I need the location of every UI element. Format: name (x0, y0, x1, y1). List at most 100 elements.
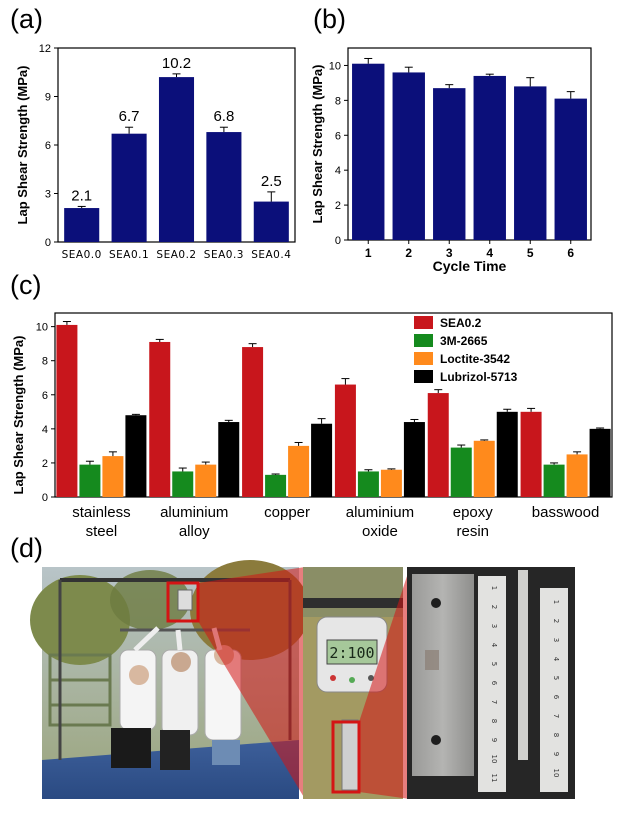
bar (242, 347, 264, 497)
x-tick-label: SEA0.2 (156, 249, 196, 261)
x-tick-label: SEA0.4 (251, 249, 291, 261)
zoom-connector (198, 567, 305, 799)
y-tick-label: 8 (335, 95, 341, 107)
x-tick-label: 4 (486, 246, 493, 260)
legend-label: 3M-2665 (440, 334, 488, 348)
x-tick-label: alloy (179, 523, 210, 540)
bar (158, 77, 195, 242)
x-tick-label: aluminium (160, 504, 228, 521)
lap-shear-sample-plate (412, 574, 474, 776)
ruler-number: 1 (490, 586, 498, 590)
bar (473, 75, 506, 240)
x-tick-label: SEA0.1 (109, 249, 149, 261)
x-tick-label: 2 (405, 246, 412, 260)
x-tick-label: SEA0.0 (62, 249, 102, 261)
bar (79, 464, 101, 497)
y-tick-label: 12 (39, 43, 51, 55)
ruler-number: 6 (552, 695, 560, 700)
ruler-number: 7 (552, 714, 560, 718)
chart-a-frame (57, 47, 296, 243)
bar (520, 411, 542, 497)
bar (111, 133, 147, 242)
bar (403, 422, 425, 497)
sample-strip (518, 570, 528, 760)
x-tick-label: SEA0.3 (204, 249, 244, 261)
steel-ruler-2 (540, 588, 568, 792)
bar (218, 422, 240, 497)
legend-swatch (414, 334, 433, 347)
ruler-number: 9 (552, 752, 560, 756)
x-tick-label: basswood (532, 504, 600, 521)
x-tick-label: steel (86, 523, 118, 540)
data-label: 6.8 (213, 108, 234, 125)
bar (149, 341, 171, 497)
zoom-connector-2 (359, 567, 410, 799)
y-tick-label: 3 (45, 189, 51, 201)
ruler-number: 4 (490, 643, 498, 648)
x-tick-label: 5 (527, 246, 534, 260)
panel-label-d: (d) (10, 533, 43, 563)
ruler-number: 1 (552, 600, 560, 604)
ruler-number: 9 (490, 738, 498, 742)
ruler-number: 6 (490, 681, 498, 686)
data-label: 6.7 (119, 108, 140, 125)
bar (352, 63, 385, 240)
legend-swatch (414, 352, 433, 365)
x-tick-label: 6 (567, 246, 574, 260)
ruler-number: 5 (552, 676, 560, 680)
ruler-number: 10 (552, 769, 560, 778)
ruler-number: 11 (490, 774, 498, 783)
bar (195, 464, 217, 497)
bar (380, 469, 402, 497)
ruler-number: 2 (552, 619, 560, 623)
x-tick-label: epoxy (453, 504, 494, 521)
bar (206, 132, 242, 242)
x-tick-label: stainless (72, 504, 130, 521)
bar (172, 471, 194, 497)
bar (554, 98, 587, 240)
legend-label: Loctite-3542 (440, 352, 510, 366)
ruler-number: 7 (490, 700, 498, 704)
bar (433, 88, 466, 241)
ruler-number: 8 (552, 733, 560, 737)
y-tick-label: 6 (335, 130, 341, 142)
bar (125, 415, 147, 497)
steel-ruler-1 (478, 576, 506, 792)
scale-display-reading: 2:100 (329, 644, 374, 662)
bar (589, 428, 611, 497)
ruler-number: 2 (490, 605, 498, 609)
x-axis-label: Cycle Time (433, 258, 507, 274)
highlight-box-scale (166, 581, 200, 623)
legend-label: SEA0.2 (440, 316, 482, 330)
chart-b-frame (347, 47, 592, 241)
y-axis-label: Lap Shear Strength (MPa) (11, 336, 26, 495)
chart-c-frame (54, 312, 613, 498)
scale-closeup-photo: 2:100 (303, 567, 403, 799)
bar (496, 411, 518, 497)
ruler-number: 5 (490, 662, 498, 666)
bar (357, 471, 379, 497)
y-axis-label: Lap Shear Strength (MPa) (310, 65, 325, 224)
y-tick-label: 0 (335, 235, 341, 247)
bar (265, 474, 287, 497)
bar (543, 464, 565, 497)
y-tick-label: 6 (45, 140, 51, 152)
ruler-number: 8 (490, 719, 498, 723)
y-tick-label: 0 (42, 492, 48, 504)
bar (56, 324, 78, 497)
bar (427, 393, 449, 497)
y-tick-label: 10 (36, 322, 48, 334)
data-label: 2.1 (71, 187, 92, 204)
ruler-number: 3 (552, 638, 560, 642)
data-label: 2.5 (261, 173, 282, 190)
panel-label-c: (c) (10, 270, 42, 300)
y-tick-label: 9 (45, 92, 51, 104)
data-label: 10.2 (162, 55, 191, 72)
panel-label-b: (b) (313, 4, 346, 34)
bar (566, 454, 588, 497)
bar (64, 208, 100, 242)
